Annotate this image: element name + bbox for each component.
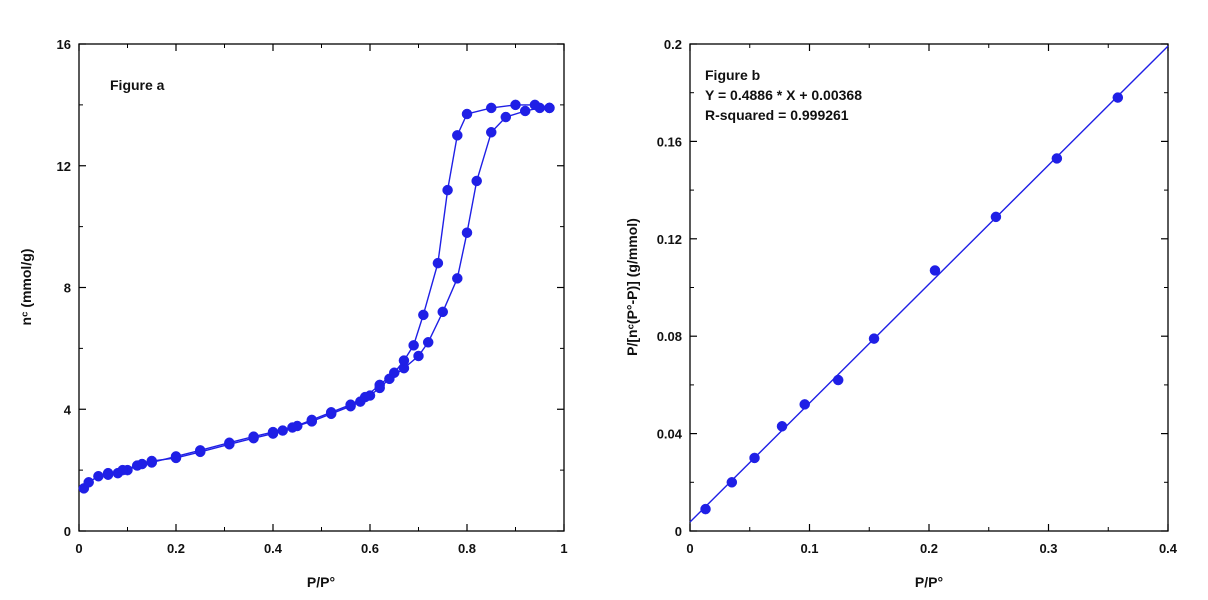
x-axis-label-a: P/P° bbox=[307, 574, 335, 590]
data-point-desorption bbox=[287, 422, 298, 433]
panel-annotation: Figure a bbox=[110, 77, 165, 93]
data-point-data bbox=[990, 211, 1002, 223]
series-points-b bbox=[700, 92, 1124, 515]
data-point-adsorption bbox=[422, 337, 434, 348]
fit-equation: Y = 0.4886 * X + 0.00368 bbox=[705, 87, 862, 103]
data-point-adsorption bbox=[519, 105, 531, 117]
data-point-desorption bbox=[102, 469, 114, 480]
data-point-desorption bbox=[267, 426, 279, 438]
data-point-desorption bbox=[529, 99, 541, 111]
y-tick-label: 4 bbox=[64, 402, 72, 417]
data-point-adsorption bbox=[437, 306, 448, 318]
data-point-adsorption bbox=[500, 111, 512, 123]
series-points-a bbox=[78, 99, 555, 494]
data-point-desorption bbox=[195, 445, 206, 456]
series-line-adsorption bbox=[83, 107, 550, 489]
x-tick-label: 0.1 bbox=[800, 541, 818, 556]
data-point-desorption bbox=[325, 407, 337, 418]
data-point-data bbox=[1051, 153, 1063, 164]
fit-line-group-b bbox=[689, 45, 1169, 523]
chart-panel-a: 0 0.2 0.4 0.6 0.8 1 0 4 8 12 16 Figure a P/P° nᶜ … bbox=[18, 37, 568, 590]
data-point-desorption bbox=[345, 399, 356, 410]
x-tick-labels-a: 0 0.2 0.4 0.6 0.8 1 bbox=[75, 541, 567, 556]
data-point-data bbox=[1112, 92, 1124, 103]
data-point-data bbox=[776, 421, 788, 432]
y-tick-label: 0 bbox=[64, 524, 71, 539]
data-point-desorption bbox=[359, 391, 371, 403]
data-point-data bbox=[700, 503, 711, 515]
y-tick-label: 8 bbox=[64, 281, 71, 296]
x-tick-labels-b: 0 0.1 0.2 0.3 0.4 bbox=[686, 541, 1177, 556]
y-tick-label: 0.08 bbox=[657, 329, 682, 344]
data-point-desorption bbox=[170, 451, 182, 462]
data-point-desorption bbox=[418, 309, 429, 321]
data-point-desorption bbox=[306, 414, 318, 426]
data-point-desorption bbox=[510, 99, 521, 111]
data-point-desorption bbox=[461, 108, 473, 120]
chart-panel-b: 0 0.1 0.2 0.3 0.4 0 0.04 0.08 0.12 0.16 0.2 Figur… bbox=[624, 37, 1178, 590]
x-tick-label: 0.6 bbox=[361, 541, 379, 556]
data-point-desorption bbox=[224, 437, 235, 448]
data-point-desorption bbox=[117, 464, 128, 476]
y-tick-label: 0 bbox=[675, 524, 682, 539]
y-axis-label-b: P/[nᶜ(P°-P)] (g/mmol) bbox=[624, 218, 640, 356]
data-point-desorption bbox=[486, 102, 497, 114]
data-point-desorption bbox=[248, 431, 259, 442]
x-tick-label: 0.2 bbox=[167, 541, 185, 556]
data-point-desorption bbox=[398, 355, 410, 366]
panel-annotation: Figure b bbox=[705, 67, 760, 83]
y-tick-label: 0.16 bbox=[657, 134, 682, 149]
x-tick-label: 0 bbox=[686, 541, 693, 556]
data-point-adsorption bbox=[452, 273, 463, 284]
data-point-adsorption bbox=[461, 227, 473, 238]
data-point-adsorption bbox=[413, 350, 424, 362]
data-point-data bbox=[799, 399, 810, 410]
data-point-desorption bbox=[452, 130, 463, 141]
x-tick-label: 0.3 bbox=[1039, 541, 1057, 556]
data-point-data bbox=[868, 333, 880, 344]
x-tick-label: 0 bbox=[75, 541, 82, 556]
x-tick-label: 0.2 bbox=[920, 541, 938, 556]
y-tick-label: 0.2 bbox=[664, 37, 682, 52]
data-point-desorption bbox=[432, 257, 444, 269]
x-tick-label: 0.8 bbox=[458, 541, 476, 556]
y-axis-label-a: nᶜ (mmol/g) bbox=[18, 249, 34, 326]
x-axis-label-b: P/P° bbox=[915, 574, 943, 590]
y-tick-labels-b: 0 0.04 0.08 0.12 0.16 0.2 bbox=[657, 37, 683, 539]
tick-marks-b bbox=[689, 43, 1169, 532]
r-squared: R-squared = 0.999261 bbox=[705, 107, 849, 123]
data-point-desorption bbox=[442, 184, 453, 196]
data-point-desorption bbox=[544, 102, 555, 114]
y-tick-label: 0.04 bbox=[657, 427, 683, 442]
series-lines-a bbox=[83, 104, 550, 489]
data-point-adsorption bbox=[486, 127, 497, 138]
y-tick-labels-a: 0 4 8 12 16 bbox=[57, 37, 72, 539]
x-tick-label: 1 bbox=[560, 541, 567, 556]
data-point-adsorption bbox=[471, 175, 482, 187]
x-tick-label: 0.4 bbox=[264, 541, 283, 556]
data-point-adsorption bbox=[93, 470, 104, 482]
data-point-desorption bbox=[131, 460, 143, 471]
data-point-data bbox=[749, 452, 760, 464]
data-point-desorption bbox=[408, 340, 419, 351]
data-point-data bbox=[726, 477, 738, 488]
x-tick-label: 0.4 bbox=[1159, 541, 1178, 556]
fit-line bbox=[689, 45, 1169, 523]
data-point-adsorption bbox=[83, 477, 94, 488]
data-point-data bbox=[929, 265, 941, 276]
y-tick-label: 12 bbox=[57, 159, 71, 174]
y-tick-label: 16 bbox=[57, 37, 71, 52]
y-tick-label: 0.12 bbox=[657, 232, 682, 247]
data-point-desorption bbox=[389, 367, 400, 378]
data-point-adsorption bbox=[277, 425, 288, 436]
tick-marks-a bbox=[78, 43, 565, 532]
data-point-desorption bbox=[374, 379, 385, 391]
data-point-desorption bbox=[146, 457, 157, 468]
data-point-data bbox=[832, 374, 844, 386]
